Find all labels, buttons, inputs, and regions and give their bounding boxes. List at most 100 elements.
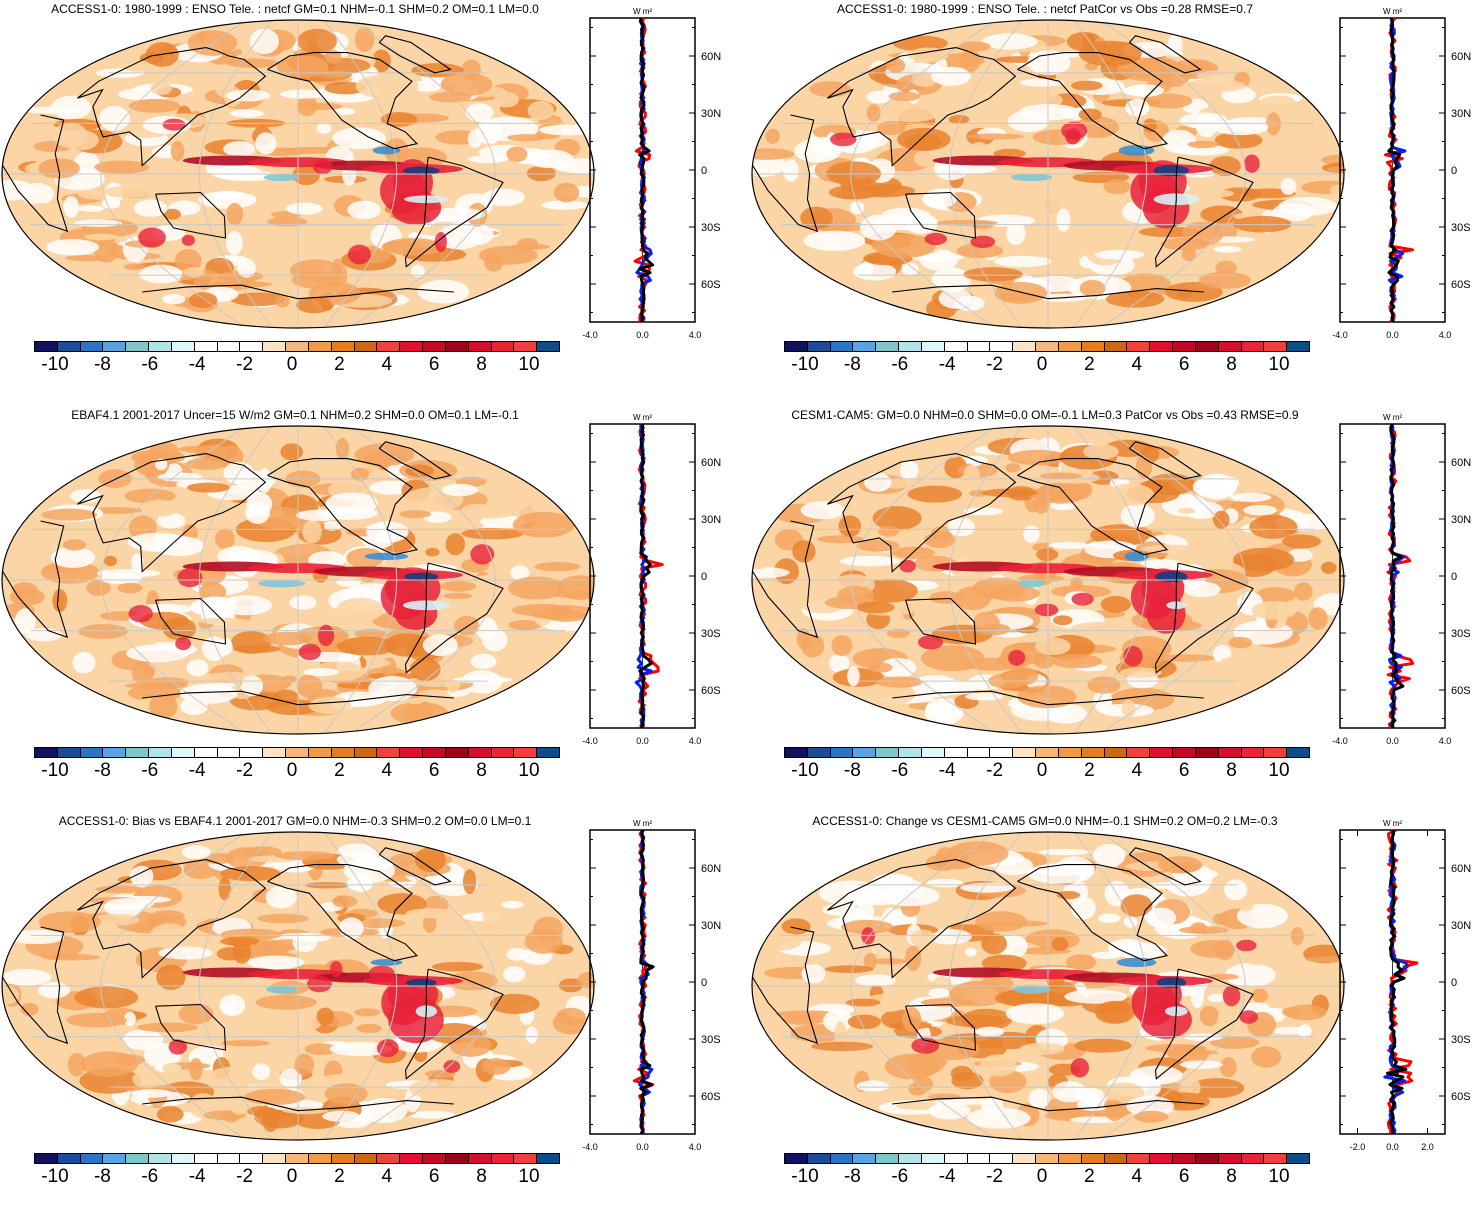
colorbar-tick-label: -8	[843, 760, 861, 781]
field-blob	[958, 41, 991, 52]
field-blob	[1056, 190, 1069, 199]
field-blob	[1121, 699, 1136, 718]
field-blob	[324, 81, 367, 95]
field-blob	[873, 683, 916, 705]
colorbar-swatch	[990, 342, 1014, 351]
profile-lat-tick: 30S	[1451, 1034, 1471, 1046]
field-blob	[947, 841, 1009, 866]
panel-title: ACCESS1-0: Bias vs EBAF4.1 2001-2017 GM=…	[58, 814, 532, 828]
colorbar-swatch	[308, 342, 332, 351]
colorbar-swatch	[921, 748, 945, 757]
map-panel-access-enso: ACCESS1-0: 1980-1999 : ENSO Tele. : netc…	[0, 0, 741, 396]
field-blob	[1094, 1000, 1135, 1024]
profile-x-tick: 0.0	[1386, 736, 1399, 746]
field-blob	[50, 547, 96, 568]
profile-unit-label: W m²	[1383, 413, 1402, 422]
profile-lat-tick: 0	[701, 571, 707, 583]
field-blob	[1285, 224, 1313, 243]
field-blob	[1213, 245, 1242, 253]
colorbar-swatch	[1241, 1154, 1265, 1163]
field-blob	[539, 124, 594, 136]
field-blob	[1178, 507, 1195, 514]
colorbar-tick-label: -6	[891, 354, 909, 375]
field-blob	[960, 882, 1014, 893]
colorbar-tick-label: 2	[334, 354, 345, 375]
field-blob	[126, 644, 189, 663]
field-blob	[1084, 1091, 1099, 1111]
profile-lat-tick: 0	[701, 165, 707, 177]
colorbar-tick-label: -8	[93, 354, 111, 375]
field-blob	[303, 668, 340, 677]
field-blob	[157, 472, 202, 482]
field-blob	[267, 217, 307, 227]
field-blob	[25, 628, 63, 642]
field-blob	[992, 520, 1015, 529]
colorbar-swatch	[1264, 748, 1288, 757]
field-blob	[188, 1058, 203, 1081]
field-blob	[886, 58, 906, 74]
colorbar-swatch	[308, 748, 332, 757]
field-blob	[1124, 84, 1165, 97]
field-blob	[863, 952, 878, 970]
field-blob	[41, 508, 97, 521]
field-blob	[1285, 1004, 1327, 1021]
field-blob	[800, 501, 845, 520]
field-blob	[874, 234, 936, 259]
field-blob	[14, 608, 36, 635]
field-blob	[219, 994, 246, 1017]
field-blob	[809, 81, 852, 98]
field-blob	[490, 993, 540, 1015]
colorbar-swatch	[1081, 342, 1105, 351]
field-blob	[1087, 676, 1121, 694]
field-blob	[1092, 843, 1126, 868]
profile-lat-tick: 60S	[701, 1091, 721, 1103]
field-blob	[354, 628, 387, 639]
colorbar	[34, 1153, 560, 1164]
field-blob	[258, 468, 272, 494]
field-blob	[1079, 280, 1106, 297]
field-blob	[1167, 33, 1183, 57]
colorbar-swatch	[1013, 342, 1037, 351]
field-blob	[553, 158, 594, 174]
colorbar-tick-label: 10	[518, 1166, 540, 1187]
field-blob	[1070, 577, 1083, 590]
profile-lat-tick: 30N	[701, 920, 721, 932]
field-blob	[292, 164, 320, 186]
field-blob	[1251, 988, 1268, 1003]
field-blob	[101, 198, 121, 209]
field-blob	[526, 165, 556, 182]
field-blob	[484, 253, 504, 272]
field-blob	[964, 947, 977, 957]
field-blob	[1217, 1009, 1237, 1030]
colorbar-tick-label: -6	[891, 1166, 909, 1187]
field-blob	[355, 74, 419, 99]
profile-unit-label: W m²	[633, 819, 652, 828]
field-blob	[897, 127, 951, 152]
colorbar-swatch	[1104, 342, 1128, 351]
field-blob	[837, 586, 874, 604]
field-blob	[929, 591, 962, 604]
field-blob	[1282, 534, 1321, 549]
field-blob	[366, 521, 409, 543]
colorbar-swatch	[1173, 1154, 1196, 1163]
profile-lat-tick: 0	[1451, 165, 1457, 177]
field-blob	[66, 1012, 128, 1028]
field-blob	[440, 72, 493, 97]
field-blob	[1219, 187, 1261, 202]
field-blob	[1052, 1081, 1087, 1103]
field-blob	[527, 100, 554, 121]
field-blob	[123, 263, 146, 271]
colorbar-swatch	[1104, 1154, 1128, 1163]
colorbar-swatch	[171, 342, 195, 351]
colorbar-swatch	[785, 342, 808, 351]
field-blob	[752, 567, 790, 579]
colorbar-swatch	[80, 748, 104, 757]
field-blob	[1192, 475, 1237, 499]
colorbar-tick-label: 4	[381, 1166, 393, 1187]
colorbar-swatch	[1218, 342, 1242, 351]
field-blob	[67, 1052, 86, 1077]
field-blob	[149, 693, 178, 720]
field-blob	[752, 555, 770, 570]
colorbar-swatch	[103, 748, 127, 757]
field-blob	[1166, 875, 1210, 897]
